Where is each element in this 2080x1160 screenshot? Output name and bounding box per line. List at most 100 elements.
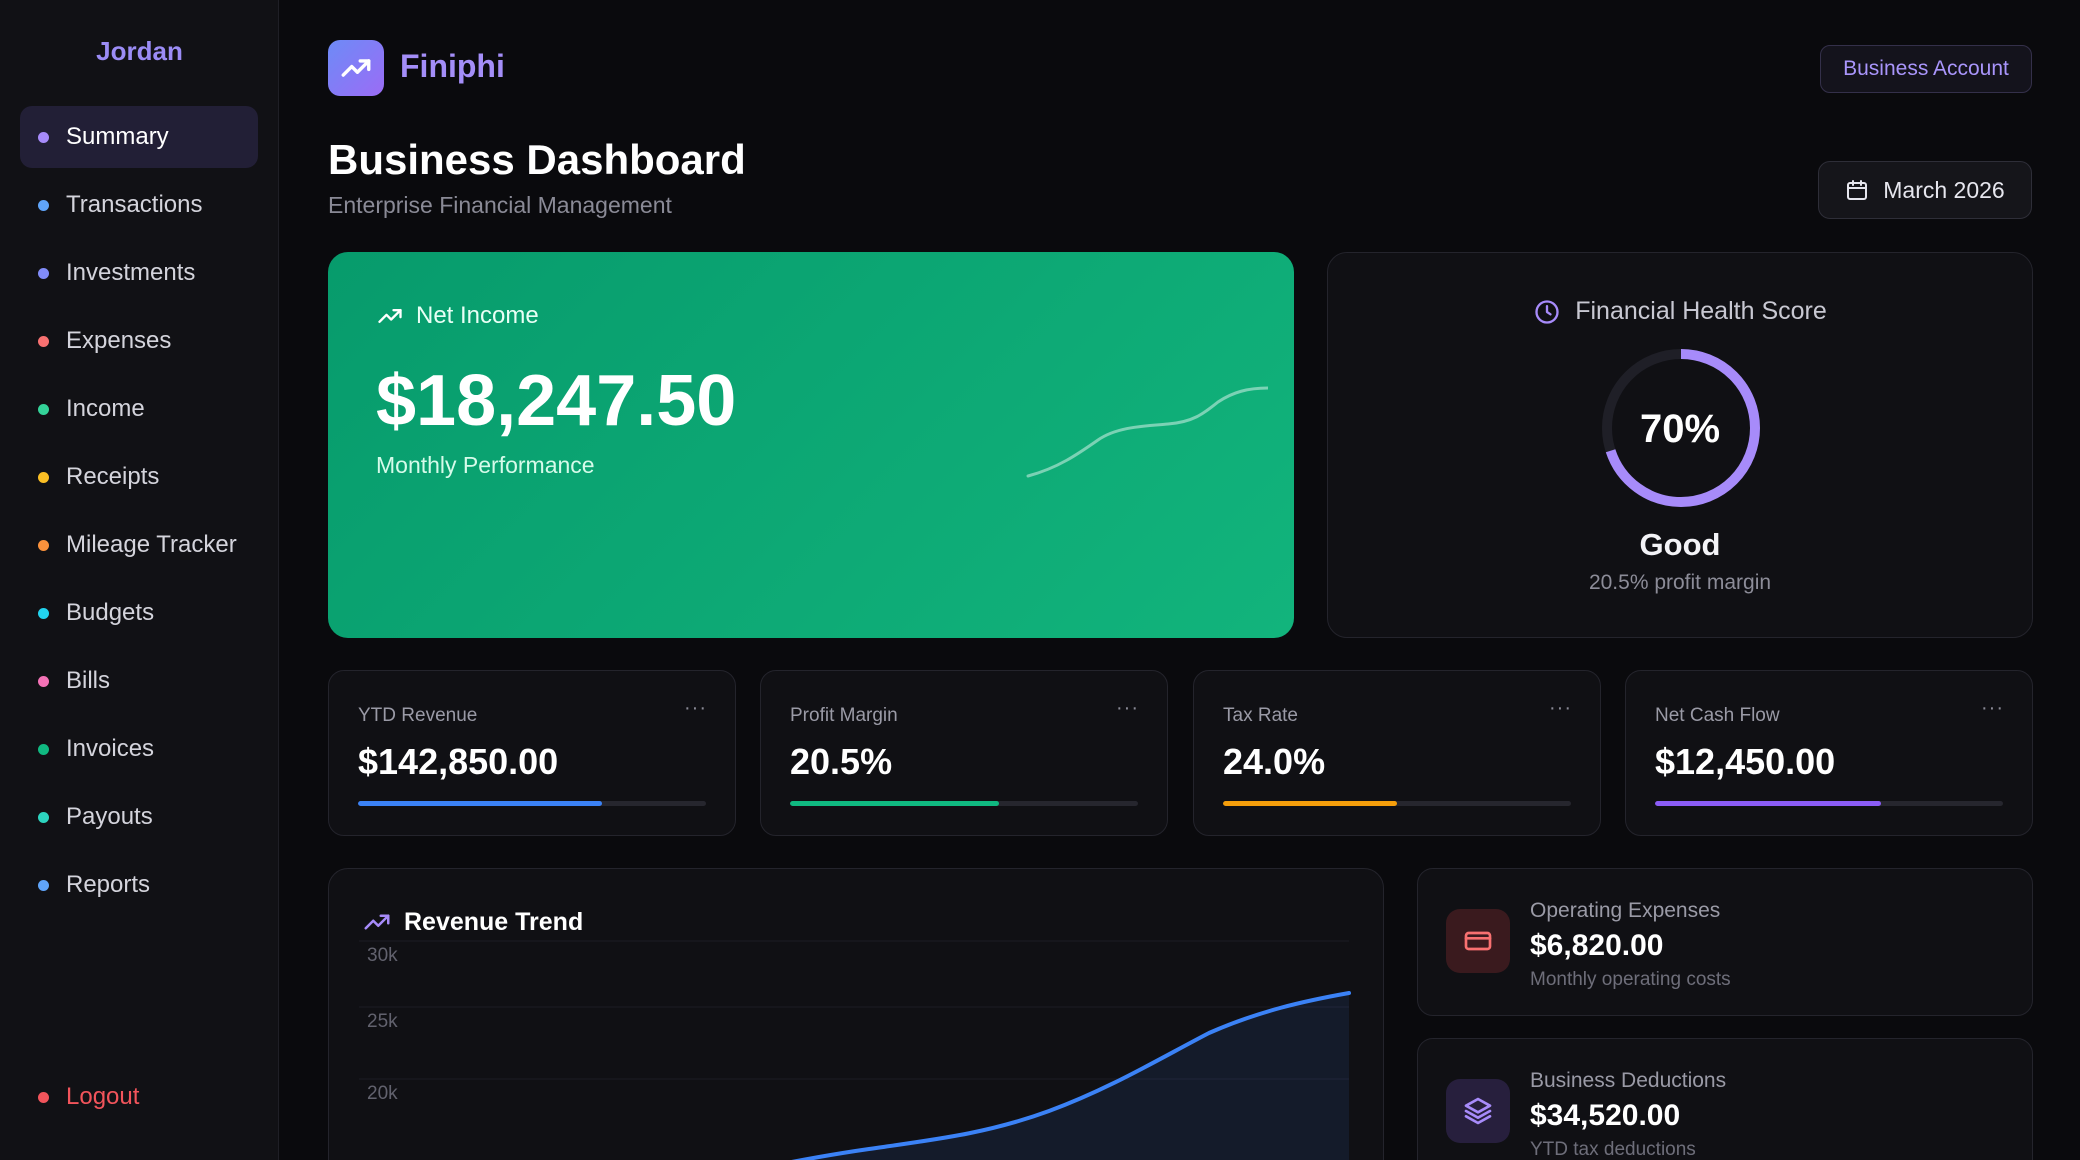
sidebar-item-receipts[interactable]: Receipts [20,446,258,508]
net-income-value: $18,247.50 [376,361,737,441]
sidebar-item-label: Transactions [66,191,203,218]
side-card-label: Operating Expenses [1530,899,1721,922]
stat-label: Tax Rate [1223,705,1298,726]
sidebar-item-label: Reports [66,871,151,898]
sidebar-item-bills[interactable]: Bills [20,650,258,712]
date-picker-button[interactable]: March 2026 [1818,161,2032,219]
stat-card-profit-margin: Profit Margin ··· 20.5% [760,670,1168,836]
nav-dot [38,879,49,891]
more-options-icon[interactable]: ··· [684,697,707,719]
sidebar-item-label: Invoices [66,735,155,762]
sidebar-item-reports[interactable]: Reports [20,854,258,916]
stat-label: Profit Margin [790,705,898,726]
sidebar-item-label: Investments [66,259,196,286]
sidebar-item-label: Bills [66,667,111,694]
sidebar-item-invoices[interactable]: Invoices [20,718,258,780]
sidebar-item-label: Expenses [66,327,172,354]
revenue-area [802,993,1349,1160]
brand-logo[interactable] [328,40,384,96]
user-name: Jordan [96,36,183,66]
gauge-fill [1602,349,1760,507]
y-tick-label: 20k [367,1083,398,1104]
trending-up-icon [341,59,371,77]
nav-dot [38,131,49,143]
side-card-value: $34,520.00 [1530,1099,1681,1132]
nav-dot [38,471,49,483]
health-header: Financial Health Score [1328,297,2032,326]
stat-label: Net Cash Flow [1655,705,1780,726]
health-gauge [1602,349,1760,507]
nav-dot [38,539,49,551]
stat-label: YTD Revenue [358,705,478,726]
y-tick-label: 30k [367,945,398,966]
nav-dot [38,199,49,211]
sidebar-item-payouts[interactable]: Payouts [20,786,258,848]
sidebar-item-investments[interactable]: Investments [20,242,258,304]
sidebar-item-label: Receipts [66,463,160,490]
page-subtitle: Enterprise Financial Management [328,192,672,218]
sidebar-item-expenses[interactable]: Expenses [20,310,258,372]
credit-card-icon [1446,909,1510,973]
sidebar-item-income[interactable]: Income [20,378,258,440]
logout-dot [38,1091,49,1103]
side-card-label: Business Deductions [1530,1069,1727,1092]
revenue-trend-card: 30k 25k 20k Revenue Trend [328,868,1384,1160]
logout-button[interactable]: Logout [20,1066,258,1128]
sidebar-item-budgets[interactable]: Budgets [20,582,258,644]
stat-progress-fill [790,801,999,806]
more-options-icon[interactable]: ··· [1981,697,2004,719]
sidebar-item-label: Summary [66,123,169,150]
stat-progress-fill [358,801,602,806]
side-card-value: $6,820.00 [1530,929,1664,962]
stat-progress-fill [1655,801,1882,806]
health-title: Financial Health Score [1575,297,1827,325]
sidebar-item-label: Payouts [66,803,153,830]
net-income-header: Net Income [376,302,539,330]
stat-progress-track [790,801,1138,806]
stat-progress-track [1655,801,2003,806]
logout-label: Logout [66,1083,140,1110]
revenue-trend-chart: 30k 25k 20k [359,940,1351,1160]
clock-icon [1535,299,1559,324]
sidebar: Jordan Summary Transactions Investments Exp… [0,0,279,1160]
stat-progress-fill [1223,801,1397,806]
revenue-line [791,991,1351,1160]
sidebar-item-transactions[interactable]: Transactions [20,174,258,236]
nav-dot [38,675,49,687]
nav-dot [38,607,49,619]
nav-dot [38,403,49,415]
calendar-icon [1847,180,1868,200]
business-account-button[interactable]: Business Account [1820,45,2032,93]
more-options-icon[interactable]: ··· [1116,697,1139,719]
y-tick-label: 25k [367,1011,398,1032]
stat-card-ytd-revenue: YTD Revenue ··· $142,850.00 [328,670,736,836]
net-income-sub: Monthly Performance [376,452,595,478]
side-card-business-deductions: Business Deductions $34,520.00 YTD tax ded… [1417,1038,2033,1160]
nav-dot [38,743,49,755]
stat-card-tax-rate: Tax Rate ··· 24.0% [1193,670,1601,836]
stat-progress-track [358,801,706,806]
brand-name[interactable]: Finiphi [400,48,505,84]
more-options-icon[interactable]: ··· [1549,697,1572,719]
stat-value: 24.0% [1223,741,1326,782]
sidebar-item-summary[interactable]: Summary [20,106,258,168]
sidebar-nav: Summary Transactions Investments Expenses In… [20,106,258,922]
stat-progress-track [1223,801,1571,806]
net-income-label: Net Income [416,302,539,329]
sidebar-item-mileage-tracker[interactable]: Mileage Tracker [20,514,258,576]
sidebar-item-label: Budgets [66,599,155,626]
side-card-sub: Monthly operating costs [1530,969,1731,990]
net-income-sparkline [1026,386,1268,478]
stat-card-net-cash-flow: Net Cash Flow ··· $12,450.00 [1625,670,2033,836]
page-title: Business Dashboard [328,136,746,183]
health-status: Good [1639,527,1721,562]
health-sub: 20.5% profit margin [1588,571,1772,594]
side-card-sub: YTD tax deductions [1530,1139,1696,1160]
side-card-operating-expenses: Operating Expenses $6,820.00 Monthly opera… [1417,868,2033,1016]
trending-up-icon [378,309,402,323]
trending-up-icon [364,914,390,930]
layers-icon [1446,1079,1510,1143]
date-label: March 2026 [1883,176,2005,203]
net-income-card: Net Income $18,247.50 Monthly Performanc… [328,252,1294,638]
nav-dot [38,335,49,347]
